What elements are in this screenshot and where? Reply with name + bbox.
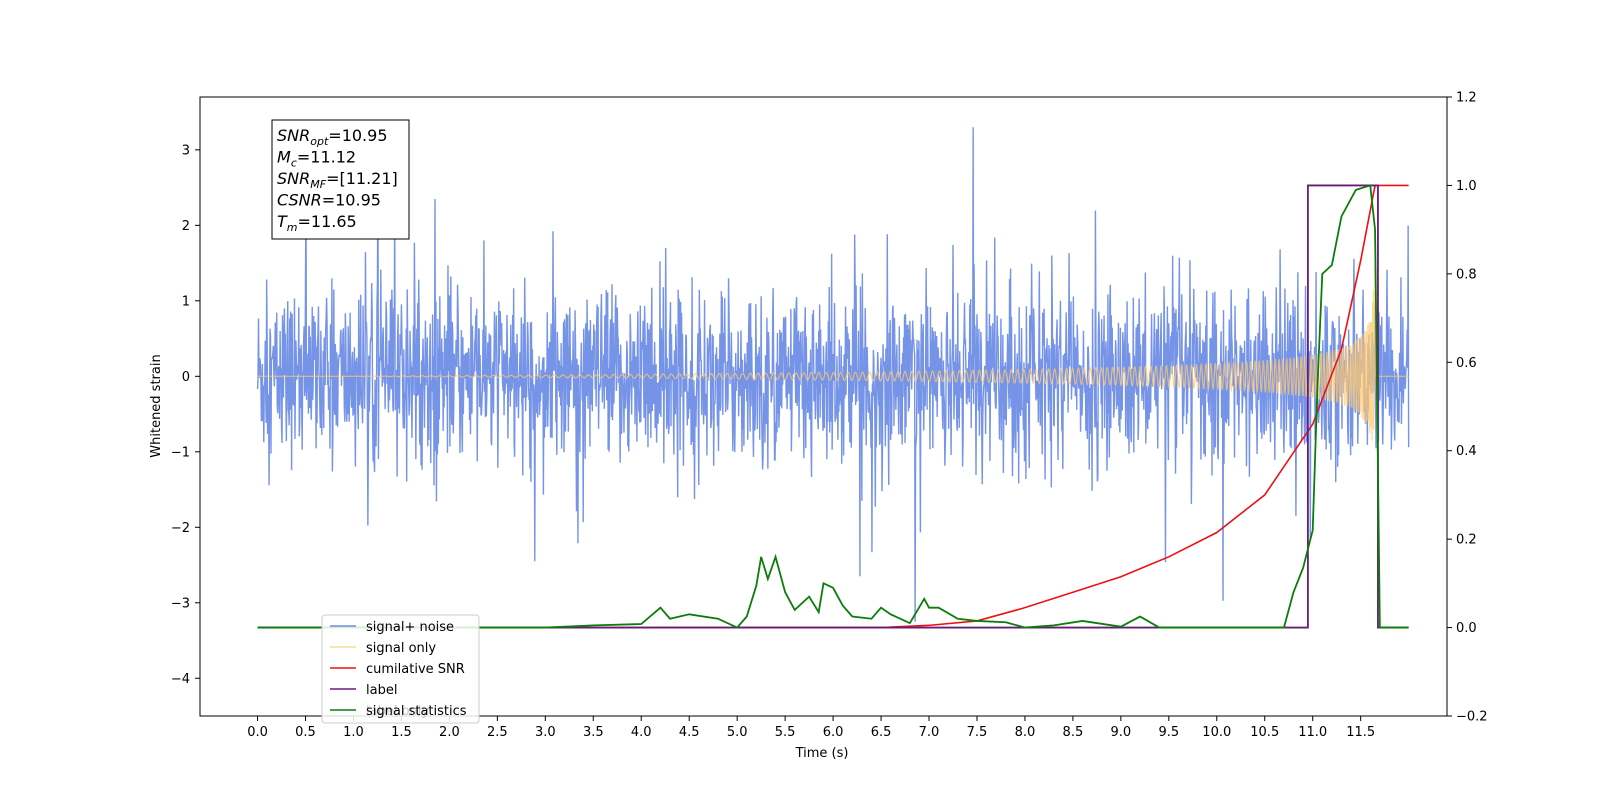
x-tick-label: 2.0 <box>439 725 460 740</box>
x-tick-label: 1.5 <box>391 725 412 740</box>
x-tick-label: 2.5 <box>487 725 508 740</box>
x-tick-label: 11.0 <box>1298 725 1327 740</box>
annotation-frame <box>271 119 410 240</box>
legend-label: cumilative SNR <box>366 662 465 677</box>
series-cumulative-snr <box>257 184 1409 629</box>
x-tick-label: 5.0 <box>727 725 748 740</box>
y-tick-left-label: −4 <box>171 672 190 687</box>
series-signal-only <box>257 263 1409 441</box>
annotation-line: CSNR=10.95 <box>277 191 381 210</box>
annotation-line: Mc=11.12 <box>277 148 356 170</box>
legend-label: label <box>366 683 397 698</box>
y-axis-left: 3 2 1 0 −1 −2 −3 −4 <box>171 143 200 687</box>
x-axis-label: Time (s) <box>795 746 849 761</box>
annotation-line: SNRMF=[11.21] <box>277 169 398 191</box>
y-tick-left-label: −3 <box>171 596 190 611</box>
y-axis-right: 1.2 1.0 0.8 0.6 0.4 0.2 0.0 −0.2 <box>1447 91 1488 725</box>
x-tick-label: 10.0 <box>1202 725 1231 740</box>
y-tick-right-label: 0.2 <box>1456 533 1477 548</box>
series-layer <box>256 127 1410 629</box>
y-tick-left-label: −1 <box>171 445 190 460</box>
x-tick-label: 4.5 <box>679 725 700 740</box>
legend: signal+ noise signal only cumilative SNR la… <box>321 614 480 724</box>
x-tick-label: 3.0 <box>535 725 556 740</box>
y-tick-left-label: 1 <box>182 294 190 309</box>
x-tick-label: 10.5 <box>1250 725 1279 740</box>
y-tick-right-label: 0.8 <box>1456 267 1477 282</box>
x-tick-label: 3.5 <box>583 725 604 740</box>
y-tick-right-label: 0.4 <box>1456 444 1477 459</box>
y-tick-right-label: 0.0 <box>1456 621 1477 636</box>
annotation-line: SNRopt=10.95 <box>277 126 388 148</box>
x-tick-label: 6.5 <box>871 725 892 740</box>
x-tick-label: 8.5 <box>1063 725 1084 740</box>
x-tick-label: 7.0 <box>919 725 940 740</box>
legend-label: label only <box>366 704 429 719</box>
x-tick-label: 0.0 <box>247 725 268 740</box>
x-tick-label: 0.5 <box>295 725 316 740</box>
y-tick-right-label: 0.6 <box>1456 356 1477 371</box>
annotation-line: Tm=11.65 <box>277 212 357 234</box>
x-tick-label: 11.5 <box>1346 725 1375 740</box>
y-axis-label: Whitened strain <box>149 354 164 457</box>
plot-frame <box>199 96 1448 717</box>
legend-label: signal statistics <box>366 704 467 719</box>
x-tick-label: 4.0 <box>631 725 652 740</box>
x-tick-label: 7.5 <box>967 725 988 740</box>
annotation-box: SNRopt=10.95Mc=11.12SNRMF=[11.21]CSNR=10… <box>271 119 410 240</box>
y-tick-left-label: 2 <box>182 219 190 234</box>
legend-label: signal+ noise <box>366 620 454 635</box>
legend-label: signal only <box>366 641 436 656</box>
series-signal-noise <box>256 127 1410 622</box>
series-signal-statistics <box>257 184 1409 629</box>
x-axis: 0.0 0.5 1.0 1.5 2.0 2.5 3.0 3.5 4.0 4.5 5.0 5.5 6.0 6… <box>247 716 1375 740</box>
x-tick-label: 1.0 <box>343 725 364 740</box>
x-tick-label: 9.5 <box>1158 725 1179 740</box>
x-tick-label: 5.5 <box>775 725 796 740</box>
y-tick-left-label: 0 <box>182 370 190 385</box>
y-tick-left-label: −2 <box>171 521 190 536</box>
y-tick-left-label: 3 <box>182 143 190 158</box>
y-tick-right-label: 1.0 <box>1456 179 1477 194</box>
x-tick-label: 9.0 <box>1111 725 1132 740</box>
y-tick-right-label: −0.2 <box>1456 710 1488 725</box>
legend-frame <box>321 614 480 724</box>
y-tick-right-label: 1.2 <box>1456 91 1477 106</box>
x-tick-label: 8.0 <box>1015 725 1036 740</box>
x-tick-label: 6.0 <box>823 725 844 740</box>
